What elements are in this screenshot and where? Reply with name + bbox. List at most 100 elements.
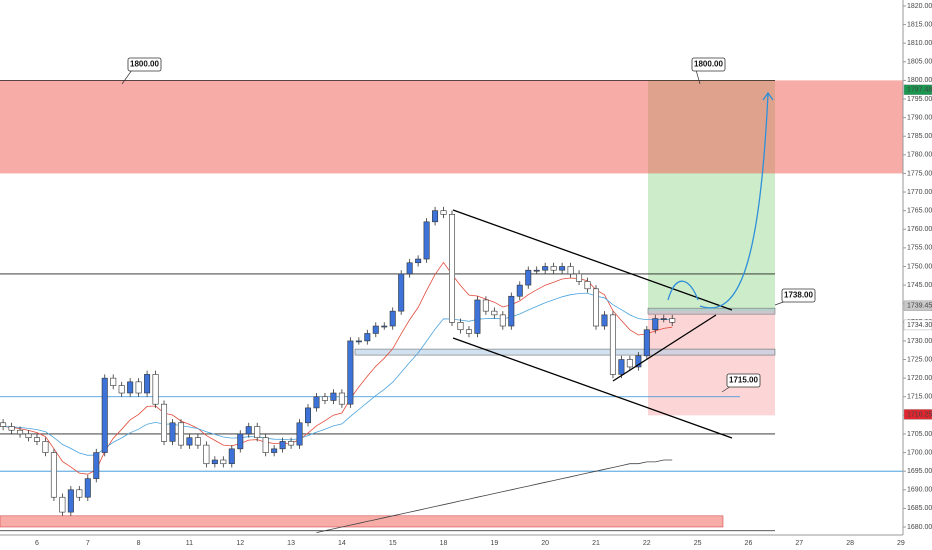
callout-label: 1715.00: [729, 376, 758, 385]
callout-label: 1800.00: [130, 60, 159, 69]
candle-body: [101, 377, 108, 453]
candle-body: [42, 441, 49, 453]
candle-body: [635, 355, 642, 368]
callout-label: 1800.00: [694, 60, 723, 69]
y-tick-label: 1785.00: [907, 133, 932, 140]
candle-body: [127, 381, 134, 394]
candle-body: [262, 437, 269, 453]
zone: [0, 515, 724, 528]
price-tag: [903, 319, 932, 331]
candle-body: [465, 329, 472, 334]
y-tick-label: 1795.00: [907, 96, 932, 103]
candle-body: [110, 377, 117, 386]
y-tick-label: 1680.00: [907, 524, 932, 531]
plot: 1800.00 1800.00 1738.00 1715.00: [0, 57, 903, 533]
candle-body: [186, 437, 193, 446]
x-tick-label: 8: [137, 540, 141, 547]
candle-body: [355, 340, 362, 343]
candle-body: [135, 381, 142, 394]
price-tag-label: 1739.45: [907, 303, 932, 310]
price-tag-label: 1734.30: [907, 322, 932, 329]
y-tick-label: 1715.00: [907, 394, 932, 401]
x-tick-label: 14: [338, 540, 346, 547]
candle-body: [220, 459, 227, 465]
candle-body: [305, 407, 312, 424]
candle-body: [144, 374, 151, 394]
candle-body: [542, 266, 549, 271]
candle-body: [525, 269, 532, 286]
y-tick-label: 1790.00: [907, 114, 932, 121]
x-tick-label: 19: [490, 540, 498, 547]
x-tick-label: 25: [694, 540, 702, 547]
y-tick-label: 1725.00: [907, 356, 932, 363]
candle-body: [364, 333, 371, 342]
y-tick-label: 1805.00: [907, 59, 932, 66]
candle-body: [169, 422, 176, 442]
candle-body: [279, 441, 286, 450]
candle-body: [271, 448, 278, 453]
y-tick-label: 1765.00: [907, 207, 932, 214]
y-tick-label: 1705.00: [907, 431, 932, 438]
candle-body: [76, 489, 83, 498]
y-tick-label: 1700.00: [907, 449, 932, 456]
candle-body: [118, 385, 125, 394]
x-tick-label: 28: [846, 540, 854, 547]
candle-body: [59, 496, 66, 513]
callout-box: [691, 57, 726, 72]
candle-body: [398, 273, 405, 312]
candle-body: [177, 422, 184, 446]
candle-body: [567, 266, 574, 275]
moving-average: [316, 459, 673, 533]
candle-body: [449, 214, 456, 323]
candle-body: [237, 433, 244, 450]
x-tick-label: 6: [35, 540, 39, 547]
candle-body: [618, 359, 625, 375]
y-tick-label: 1755.00: [907, 245, 932, 252]
price-tag: [903, 300, 932, 311]
candle-body: [584, 281, 591, 290]
x-tick-label: 21: [592, 540, 600, 547]
candle-body: [25, 433, 32, 438]
candle-body: [559, 266, 566, 271]
y-tick-label: 1820.00: [907, 3, 932, 10]
candle-body: [669, 318, 676, 323]
candle-body: [474, 299, 481, 334]
candle-body: [338, 392, 345, 405]
callout-box: [781, 288, 816, 303]
candle-body: [576, 273, 583, 282]
x-tick-label: 12: [236, 540, 244, 547]
y-tick-label: 1770.00: [907, 189, 932, 196]
candle-body: [17, 429, 24, 435]
candle-body: [288, 441, 295, 446]
candle-body: [381, 325, 388, 328]
price-tag: [903, 409, 932, 420]
y-tick-label: 1695.00: [907, 468, 932, 475]
candle-body: [0, 422, 7, 427]
candle-body: [533, 269, 540, 272]
support-band: [647, 307, 776, 315]
candle-body: [296, 422, 303, 446]
callout-box: [127, 57, 162, 72]
candle-body: [194, 437, 201, 446]
y-tick-label: 1810.00: [907, 40, 932, 47]
y-tick-label: 1800.00: [907, 77, 932, 84]
candle-body: [321, 396, 328, 401]
candle-body: [93, 452, 100, 479]
candle-body: [245, 426, 252, 435]
x-tick-label: 13: [287, 540, 295, 547]
candle-body: [643, 329, 650, 357]
candle-body: [660, 318, 667, 320]
x-tick-label: 22: [643, 540, 651, 547]
support-band: [354, 348, 776, 356]
candle-body: [457, 322, 464, 331]
projection-arrow: [667, 93, 769, 309]
ema-line: [3, 261, 673, 475]
x-tick-label: 29: [897, 540, 905, 547]
y-tick-label: 1780.00: [907, 152, 932, 159]
candle-body: [372, 325, 379, 334]
candle-body: [8, 426, 15, 431]
y-tick-label: 1745.00: [907, 282, 932, 289]
candle-body: [432, 210, 439, 223]
y-tick-label: 1690.00: [907, 487, 932, 494]
